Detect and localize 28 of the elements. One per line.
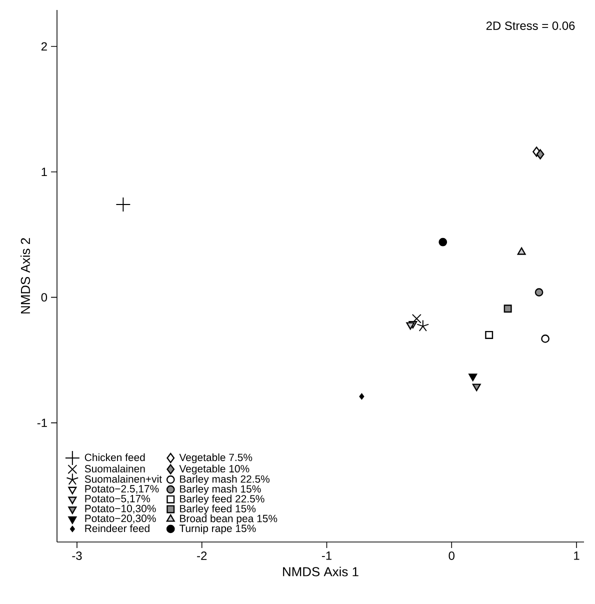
x-axis-title: NMDS Axis 1 xyxy=(283,566,358,576)
legend-label: Potato−10,30% xyxy=(85,504,156,514)
y-tick-label: 1 xyxy=(42,168,47,176)
x-tick-label: 1 xyxy=(574,551,580,560)
x-tick-label: 0 xyxy=(448,551,454,560)
legend-label: Chicken feed xyxy=(84,453,145,462)
x-tick-label: -3 xyxy=(72,551,82,560)
y-tick-label: -1 xyxy=(37,418,47,427)
legend-label: Suomalainen+vit xyxy=(84,475,162,483)
legend-label: Potato−2.5,17% xyxy=(85,485,159,494)
x-tick-label: -1 xyxy=(322,551,332,560)
y-tick-label: 2 xyxy=(41,42,47,51)
legend-label: Reindeer feed xyxy=(85,524,150,532)
legend-label: Turnip rape 15% xyxy=(179,524,256,534)
legend-label: Suomalainen xyxy=(84,464,145,472)
y-axis-title: NMDS Axis 2 xyxy=(20,238,30,314)
legend-label: Vegetable 10% xyxy=(179,464,250,474)
x-tick-label: -2 xyxy=(197,551,207,560)
legend-label: Potato−5,17% xyxy=(85,494,150,504)
legend-label: Broad bean pea 15% xyxy=(180,514,278,524)
annotation: 2D Stress = 0.06 xyxy=(486,21,575,30)
legend-label: Vegetable 7.5% xyxy=(179,453,252,464)
legend-label: Barley feed 22.5% xyxy=(180,494,264,505)
legend-label: Barley mash 22.5% xyxy=(180,475,270,485)
legend-label: Barley mash 15% xyxy=(180,484,261,495)
y-tick-label: 0 xyxy=(41,293,48,302)
legend-label: Barley feed 15% xyxy=(180,504,256,514)
legend-label: Potato−20,30% xyxy=(85,514,156,524)
